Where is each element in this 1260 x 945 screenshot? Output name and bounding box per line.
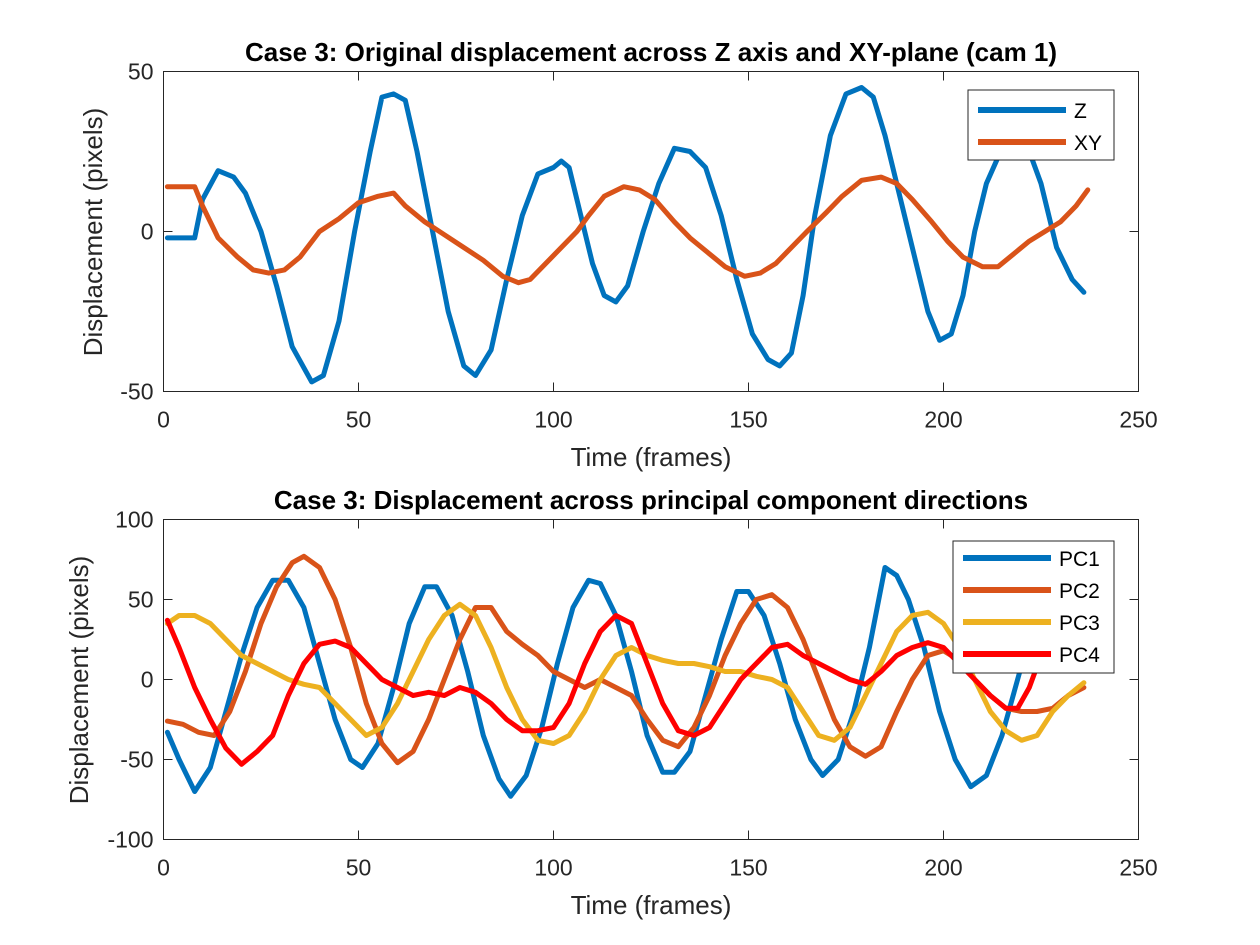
top-x-tick-label: 150: [729, 407, 767, 433]
series-line-xy: [164, 174, 1091, 286]
top-x-tick-label: 50: [346, 407, 372, 433]
series-line-pc3: [164, 601, 1087, 746]
bottom-legend: PC1 PC2 PC3 PC4: [952, 540, 1115, 674]
legend-label-xy: XY: [1074, 132, 1102, 155]
bottom-series-lines: [164, 553, 1087, 799]
bottom-x-tick-label: 250: [1119, 855, 1157, 881]
top-x-ticks: 0 50 100 150 200 250: [157, 71, 1158, 433]
series-line-z: [164, 85, 1087, 385]
top-chart-title: Case 3: Original displacement across Z a…: [245, 37, 1057, 67]
top-x-tick-label: 200: [924, 407, 962, 433]
legend-label-pc1: PC1: [1059, 548, 1100, 571]
top-y-axis-label: Displacement (pixels): [78, 108, 108, 357]
bottom-y-axis-label: Displacement (pixels): [64, 556, 94, 805]
bottom-x-tick-label: 50: [346, 855, 372, 881]
bottom-y-tick-label: -100: [107, 827, 153, 853]
top-y-tick-label: -50: [120, 379, 153, 405]
top-subplot: Case 3: Original displacement across Z a…: [78, 37, 1158, 472]
top-x-tick-label: 100: [534, 407, 572, 433]
top-y-tick-label: 0: [141, 219, 154, 245]
top-y-ticks: -50 0 50: [120, 59, 1139, 405]
bottom-y-tick-label: -50: [120, 747, 153, 773]
series-line-pc4: [164, 613, 1044, 767]
top-x-tick-label: 0: [157, 407, 170, 433]
top-y-tick-label: 50: [128, 59, 154, 85]
top-legend-box: [967, 89, 1115, 161]
bottom-subplot: Case 3: Displacement across principal co…: [64, 485, 1158, 920]
bottom-x-axis-label: Time (frames): [571, 890, 732, 920]
series-line-pc1: [164, 565, 1052, 799]
top-x-tick-label: 250: [1119, 407, 1157, 433]
legend-label-z: Z: [1074, 100, 1087, 123]
bottom-y-tick-label: 0: [141, 667, 154, 693]
legend-label-pc2: PC2: [1059, 580, 1100, 603]
bottom-x-tick-label: 200: [924, 855, 962, 881]
top-series-lines: [164, 85, 1091, 385]
series-line-pc2: [164, 553, 1087, 766]
top-x-axis-label: Time (frames): [571, 442, 732, 472]
bottom-y-ticks: -100 -50 0 50 100: [107, 507, 1139, 853]
legend-label-pc4: PC4: [1059, 644, 1100, 667]
legend-label-pc3: PC3: [1059, 612, 1100, 635]
bottom-y-tick-label: 100: [115, 507, 153, 533]
top-legend: Z XY: [967, 89, 1115, 161]
bottom-x-tick-label: 0: [157, 855, 170, 881]
bottom-y-tick-label: 50: [128, 587, 154, 613]
bottom-x-ticks: 0 50 100 150 200 250: [157, 519, 1158, 881]
bottom-x-tick-label: 150: [729, 855, 767, 881]
bottom-chart-title: Case 3: Displacement across principal co…: [274, 485, 1028, 515]
bottom-x-tick-label: 100: [534, 855, 572, 881]
